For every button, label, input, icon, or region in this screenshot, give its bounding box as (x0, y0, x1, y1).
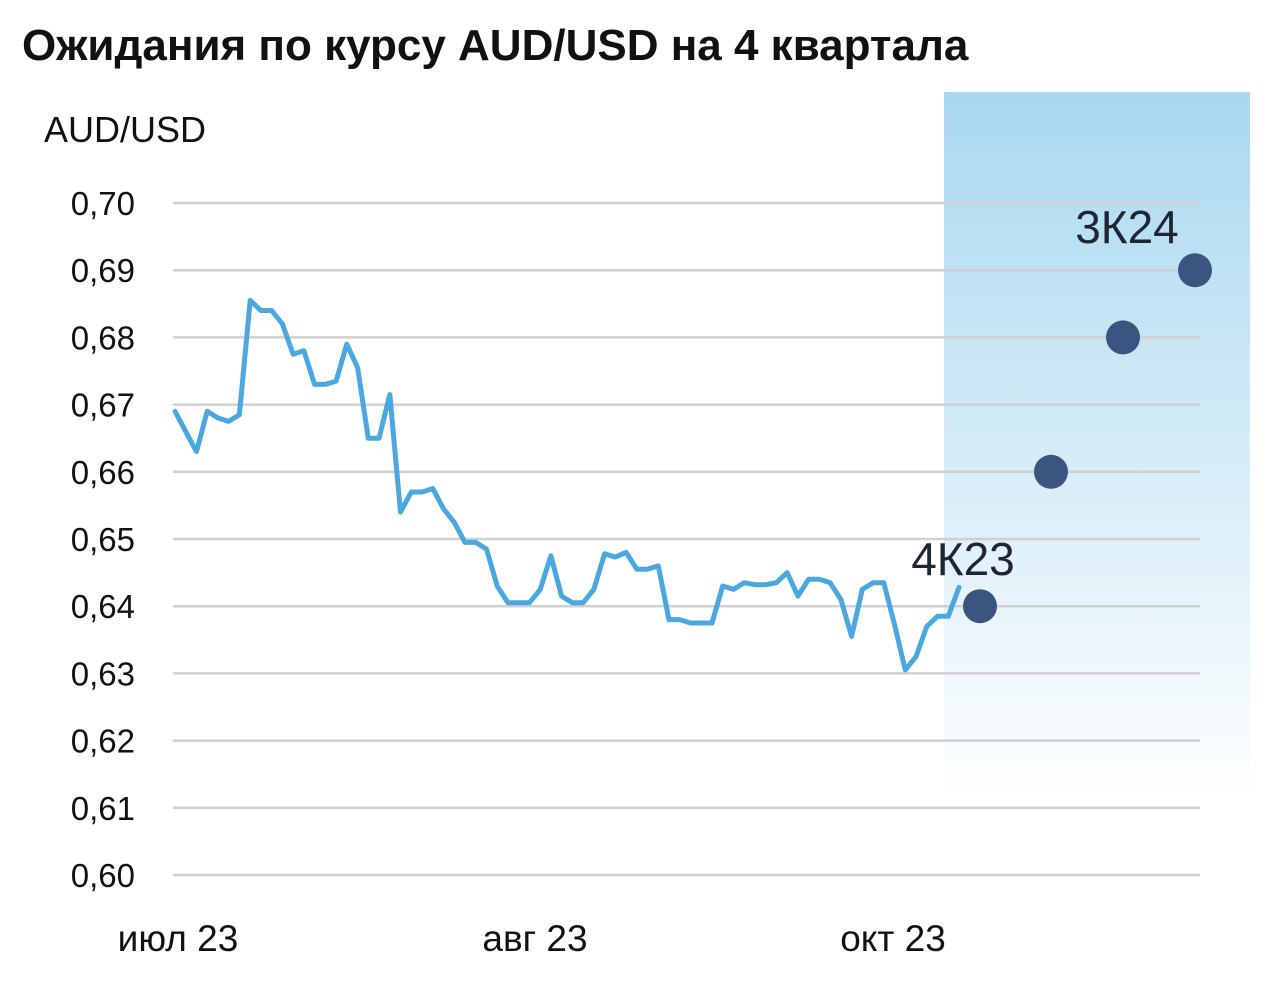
forecast-point (963, 589, 997, 624)
y-tick-label: 0,61 (71, 790, 135, 827)
forecast-label: 3К24 (1075, 201, 1179, 253)
forecast-band (944, 92, 1250, 800)
y-tick-label: 0,68 (71, 319, 135, 356)
x-axis-tick-labels: июл 23 авг 23 окт 23 (118, 918, 946, 959)
y-tick-label: 0,65 (71, 521, 135, 558)
forecast-point (1106, 320, 1140, 355)
series-line (172, 297, 962, 673)
y-tick-label: 0,63 (71, 655, 135, 692)
x-tick-label: авг 23 (482, 918, 587, 959)
y-tick-label: 0,70 (71, 185, 135, 222)
grid-lines (173, 201, 1200, 877)
y-tick-label: 0,69 (71, 252, 135, 289)
series-layer (172, 297, 962, 673)
y-axis-tick-labels: 0,70 0,69 0,68 0,67 0,66 0,65 0,64 0,63 0,62 0,61… (71, 185, 135, 894)
forecast-point (1178, 253, 1212, 288)
y-tick-label: 0,60 (71, 857, 135, 894)
forecast-point (1034, 454, 1068, 489)
y-tick-label: 0,67 (71, 387, 135, 424)
forecast-points (963, 253, 1212, 624)
chart-title: Ожидания по курсу AUD/USD на 4 квартала (22, 21, 969, 70)
x-tick-label: июл 23 (118, 918, 239, 959)
y-axis-label: AUD/USD (44, 109, 206, 150)
forecast-label: 4К23 (911, 533, 1015, 585)
y-tick-label: 0,66 (71, 454, 135, 491)
y-tick-label: 0,62 (71, 723, 135, 760)
forecast-annotations: 4К23 3К24 (911, 201, 1179, 585)
y-tick-label: 0,64 (71, 588, 135, 625)
x-tick-label: окт 23 (840, 918, 946, 959)
